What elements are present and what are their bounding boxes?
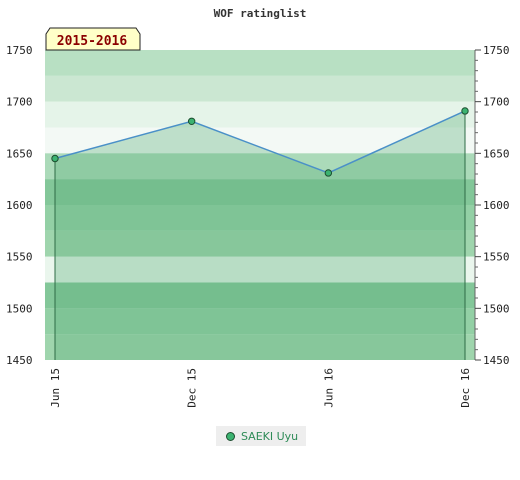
y-tick-label: 1450 — [6, 354, 33, 367]
y-tick-label-right: 1650 — [483, 147, 510, 160]
y-tick-label-right: 1550 — [483, 251, 510, 264]
y-tick-label: 1700 — [6, 96, 33, 109]
plot-band — [45, 50, 475, 76]
data-point — [461, 107, 469, 115]
chart-title: WOF ratinglist — [214, 7, 307, 20]
drop-lines — [54, 110, 466, 360]
y-tick-label: 1500 — [6, 302, 33, 315]
y-tick-label-right: 1600 — [483, 199, 510, 212]
plot-band — [45, 282, 475, 309]
data-point — [324, 169, 333, 177]
series-line — [54, 110, 466, 174]
legend-marker-icon — [226, 431, 235, 441]
y-tick-label-right: 1450 — [483, 354, 510, 367]
y-tick-label-right: 1500 — [483, 302, 510, 315]
data-point — [187, 117, 196, 126]
x-axis: Jun 15 Dec 15 Jun 16 Dec 16 — [49, 368, 472, 408]
y-tick-label-right: 1700 — [483, 96, 510, 109]
data-point — [51, 154, 59, 163]
data-points — [51, 107, 469, 177]
y-axis-right: 1450 1500 1550 1600 1650 1700 1750 — [474, 44, 510, 367]
plot-band — [45, 75, 475, 102]
plot-band — [45, 205, 475, 231]
period-badge: 2015-2016 — [45, 27, 141, 51]
plot-band — [45, 256, 475, 283]
plot-band — [45, 308, 475, 335]
legend-label: SAEKI Uyu — [241, 429, 299, 443]
y-tick-label: 1650 — [6, 147, 33, 160]
plot-background — [45, 50, 475, 360]
plot-band — [45, 179, 475, 205]
x-tick-label: Dec 16 — [459, 368, 472, 408]
plot-band — [45, 230, 475, 257]
y-tick-label-right: 1750 — [483, 44, 510, 57]
x-tick-label: Dec 15 — [186, 368, 199, 408]
plot-band — [45, 101, 475, 128]
x-tick-label: Jun 15 — [49, 368, 62, 408]
y-tick-label: 1550 — [6, 251, 33, 264]
plot-band — [45, 153, 475, 180]
series-area — [55, 110, 465, 360]
plot-band — [45, 127, 475, 154]
legend: SAEKI Uyu — [216, 426, 307, 446]
y-axis-left: 1450 1500 1550 1600 1650 1700 1750 — [6, 44, 33, 367]
y-tick-label: 1600 — [6, 199, 33, 212]
x-tick-label: Jun 16 — [322, 368, 335, 408]
y-tick-label: 1750 — [6, 44, 33, 57]
period-badge-label: 2015-2016 — [57, 34, 128, 49]
plot-band — [45, 334, 475, 360]
